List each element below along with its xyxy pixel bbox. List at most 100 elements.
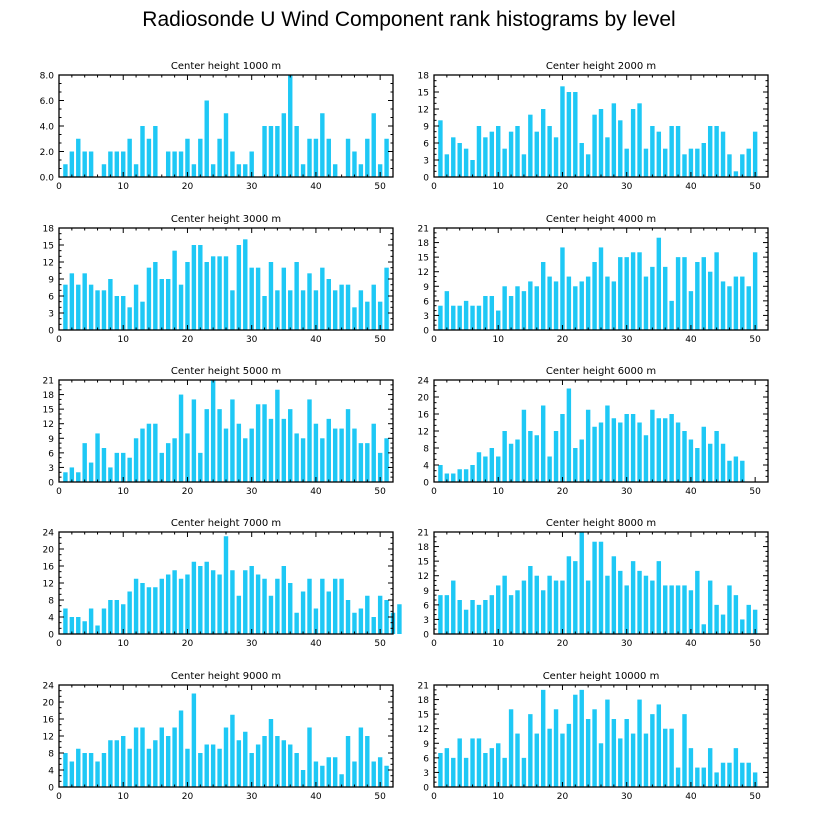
histogram-bar <box>313 423 319 482</box>
histogram-bar <box>191 245 197 330</box>
histogram-bar <box>508 709 514 787</box>
histogram-bar <box>326 418 331 482</box>
histogram-bar <box>121 736 126 787</box>
histogram-bar <box>688 291 694 330</box>
histogram-bar <box>249 267 254 330</box>
x-tick-label: 50 <box>749 487 761 497</box>
histogram-bar <box>198 566 203 634</box>
histogram-bar <box>470 600 475 634</box>
y-tick-label: 20 <box>43 546 55 556</box>
histogram-bar <box>585 276 591 330</box>
histogram-bar <box>288 75 293 177</box>
histogram-bar <box>656 131 662 177</box>
histogram-bar <box>95 761 100 787</box>
histogram-bar <box>332 164 338 177</box>
y-tick-label: 15 <box>418 89 429 99</box>
histogram-bar <box>307 273 312 330</box>
histogram-bar <box>223 536 229 634</box>
panel-title: Center height 3000 m <box>171 214 281 225</box>
histogram-bar <box>191 164 197 177</box>
histogram-bar <box>178 710 184 787</box>
histogram-bar <box>592 262 597 330</box>
histogram-bar <box>573 561 578 634</box>
histogram-bar <box>63 164 68 177</box>
histogram-bar <box>114 600 120 634</box>
x-tick-label: 20 <box>182 792 194 802</box>
x-tick-label: 50 <box>749 639 761 649</box>
histogram-bar <box>496 310 501 330</box>
y-tick-label: 3 <box>423 616 429 626</box>
histogram-bar <box>236 595 242 634</box>
histogram-bar <box>243 731 248 787</box>
histogram-bar <box>69 761 75 787</box>
histogram-bar <box>470 160 475 177</box>
histogram-bar <box>384 438 389 482</box>
histogram-bar <box>191 399 197 482</box>
y-tick-label: 18 <box>418 72 430 82</box>
histogram-bar <box>540 689 546 787</box>
histogram-bar <box>476 452 482 482</box>
histogram-bar <box>663 266 668 330</box>
histogram-bar <box>688 748 694 787</box>
histogram-bar <box>371 284 376 330</box>
y-tick-label: 15 <box>43 406 54 416</box>
y-tick-label: 21 <box>418 529 429 539</box>
histogram-bar <box>707 271 713 330</box>
histogram-bar <box>358 608 364 634</box>
histogram-bar <box>566 92 572 177</box>
histogram-bar <box>502 286 507 330</box>
histogram-bar <box>733 276 739 330</box>
histogram-bar <box>746 762 751 787</box>
x-tick-label: 50 <box>749 182 761 192</box>
histogram-bar <box>140 126 145 177</box>
histogram-bar <box>476 604 482 634</box>
histogram-bar <box>236 740 242 787</box>
y-tick-label: 9 <box>423 587 429 597</box>
histogram-bar <box>592 541 597 634</box>
histogram-bar <box>121 296 126 330</box>
histogram-bar <box>281 740 287 787</box>
x-tick-label: 20 <box>557 335 569 345</box>
histogram-bar <box>540 109 546 177</box>
histogram-bar <box>714 772 719 787</box>
panel-title: Center height 5000 m <box>171 366 281 377</box>
histogram-bar <box>178 284 184 330</box>
histogram-bar <box>121 604 126 634</box>
histogram-bar <box>528 714 533 787</box>
y-tick-label: 0 <box>423 784 429 794</box>
histogram-bar <box>397 604 402 634</box>
histogram-bar <box>438 595 443 634</box>
y-tick-label: 3 <box>423 769 429 779</box>
panel-title: Center height 9000 m <box>171 671 281 682</box>
histogram-bar <box>281 418 287 482</box>
histogram-bar <box>108 600 113 634</box>
y-tick-label: 15 <box>418 711 429 721</box>
histogram-bar <box>153 423 158 482</box>
histogram-bar <box>624 148 629 177</box>
histogram-bar <box>127 307 132 330</box>
x-tick-label: 50 <box>374 335 386 345</box>
histogram-bar <box>528 431 533 482</box>
histogram-bar <box>560 247 565 330</box>
y-tick-label: 18 <box>43 391 55 401</box>
y-tick-label: 12 <box>43 580 54 590</box>
y-tick-label: 21 <box>43 377 54 387</box>
y-tick-label: 0 <box>423 174 429 184</box>
histogram-bar <box>618 570 623 634</box>
histogram-bar <box>688 148 694 177</box>
x-tick-label: 10 <box>493 335 505 345</box>
histogram-bar <box>618 422 623 482</box>
histogram-bar <box>521 154 527 177</box>
histogram-bar <box>752 131 758 177</box>
y-tick-label: 18 <box>418 696 430 706</box>
histogram-bar <box>345 284 351 330</box>
histogram-bar <box>553 709 559 787</box>
histogram-bar <box>268 719 274 787</box>
histogram-bar <box>76 472 81 482</box>
histogram-bar <box>204 262 209 330</box>
histogram-bar <box>451 305 456 330</box>
histogram-bar <box>352 151 357 177</box>
histogram-bar <box>320 765 325 787</box>
histogram-bar <box>178 151 184 177</box>
histogram-bar <box>76 284 81 330</box>
